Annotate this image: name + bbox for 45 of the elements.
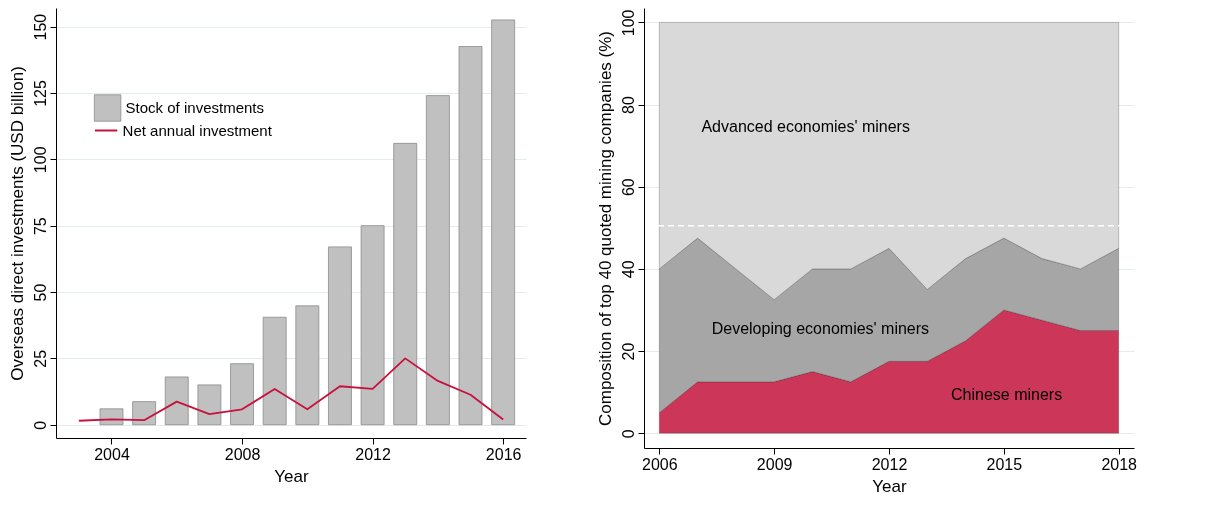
bar: [491, 19, 516, 426]
bar: [458, 46, 483, 426]
y-tick-label: 50: [31, 283, 49, 302]
y-tick-label: 125: [31, 79, 49, 107]
x-axis-title: Year: [274, 466, 310, 486]
y-tick-label: 150: [31, 13, 49, 41]
series-label: Developing economies' miners: [711, 320, 930, 338]
series-label: Chinese miners: [951, 386, 1063, 404]
x-tick-label: 2006: [642, 455, 678, 473]
bar: [164, 376, 189, 426]
bar: [425, 95, 450, 426]
x-axis-title: Year: [872, 476, 908, 496]
y-axis-title: Composition of top 40 quoted mining companies (%): [595, 31, 615, 426]
y-axis-title: Overseas direct investments (USD billion): [7, 66, 27, 381]
legend-label: Stock of investments: [125, 99, 265, 116]
legend-label: Net annual investment: [122, 121, 273, 139]
y-tick-label: 75: [31, 217, 49, 236]
y-tick-label: 25: [31, 349, 49, 368]
y-tick-label: 0: [31, 420, 49, 430]
bar: [295, 305, 320, 426]
bar: [360, 225, 385, 426]
bar: [262, 316, 287, 426]
bar: [230, 363, 254, 426]
y-tick-label: 60: [619, 178, 637, 197]
x-tick-label: 2004: [94, 445, 130, 463]
bar: [197, 384, 222, 426]
y-tick-label: 80: [619, 96, 637, 114]
x-tick-label: 2008: [224, 445, 261, 463]
bar: [393, 142, 418, 426]
bar: [99, 408, 124, 426]
y-tick-label: 100: [619, 9, 637, 37]
x-tick-label: 2015: [986, 455, 1023, 473]
bar: [328, 246, 352, 426]
bar: [132, 401, 157, 426]
series-label: Advanced economies' miners: [701, 117, 910, 135]
y-tick-label: 100: [31, 146, 49, 174]
line-series: [77, 357, 505, 422]
x-tick-label: 2012: [871, 455, 908, 473]
y-tick-label: 40: [619, 260, 637, 279]
x-tick-label: 2016: [485, 445, 522, 463]
y-tick-label: 0: [619, 429, 637, 439]
x-tick-label: 2009: [756, 455, 793, 473]
x-tick-label: 2012: [355, 445, 391, 463]
y-tick-label: 20: [619, 342, 637, 361]
x-tick-label: 2018: [1101, 455, 1138, 473]
